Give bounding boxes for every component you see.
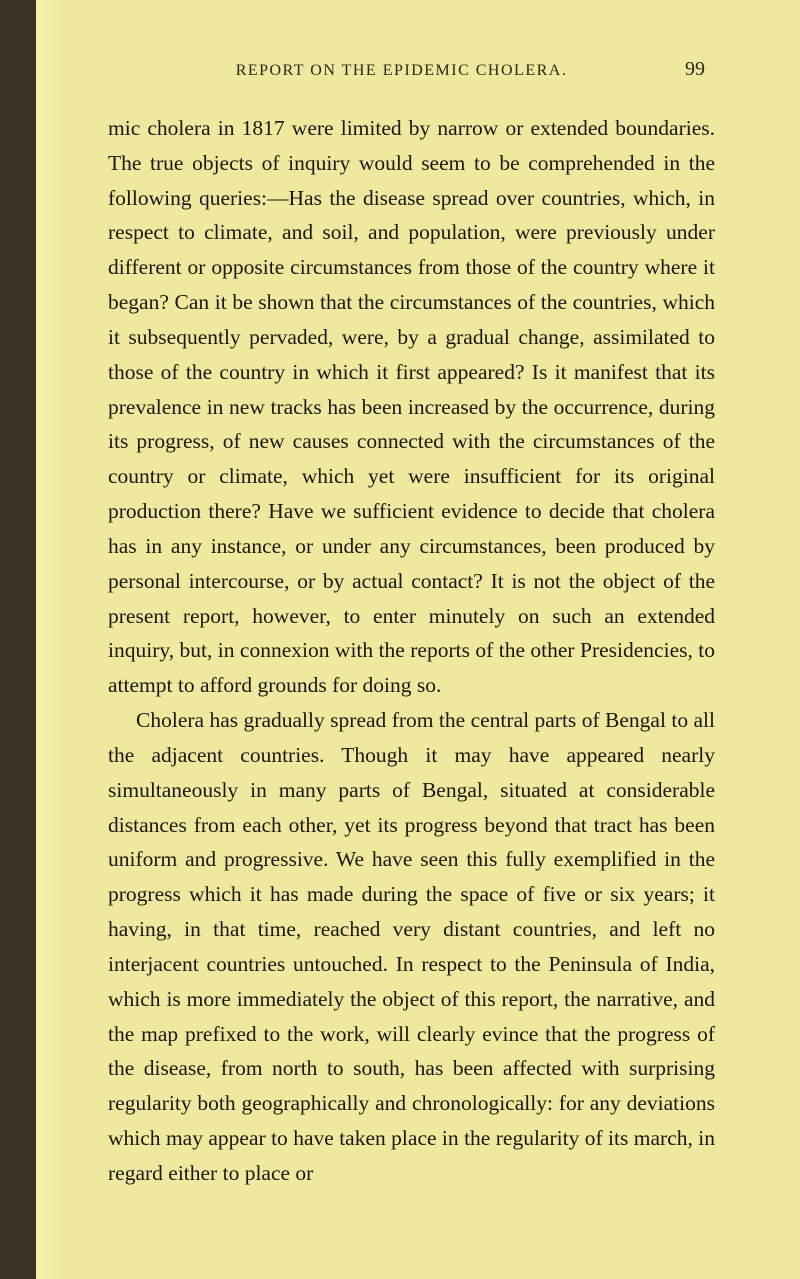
binding-strip bbox=[0, 0, 36, 1279]
running-title: REPORT ON THE EPIDEMIC CHOLERA. bbox=[118, 62, 685, 80]
paragraph-1: mic cholera in 1817 were limited by narr… bbox=[108, 111, 715, 703]
page-header: REPORT ON THE EPIDEMIC CHOLERA. 99 bbox=[108, 58, 715, 81]
paragraph-2: Cholera has gradually spread from the ce… bbox=[108, 703, 715, 1191]
page-number: 99 bbox=[685, 58, 705, 81]
body-text: mic cholera in 1817 were limited by narr… bbox=[108, 111, 715, 1191]
page-highlight bbox=[36, 0, 66, 1279]
page-content: REPORT ON THE EPIDEMIC CHOLERA. 99 mic c… bbox=[0, 0, 800, 1241]
